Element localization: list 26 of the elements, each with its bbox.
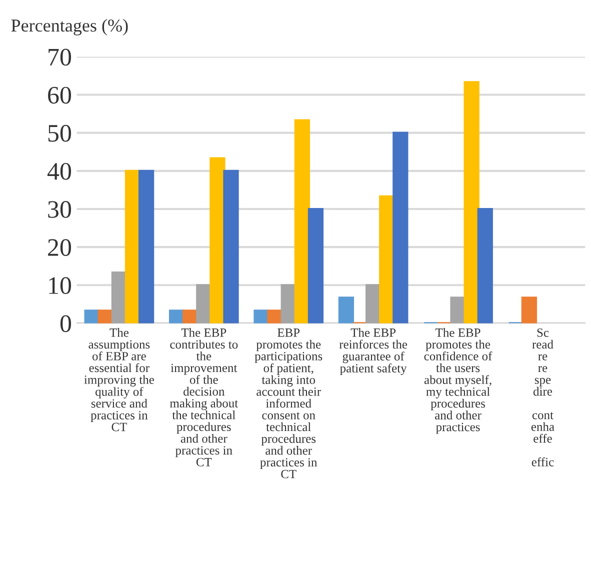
y-tick-label: 10 [49, 277, 72, 294]
bar [308, 208, 324, 324]
y-tick-label: 50 [48, 124, 72, 142]
category-label: The EBP promotes the confidence of the users about myself, my technical procedures and other practices [424, 328, 492, 434]
y-tick-label: 0 [60, 315, 72, 332]
category-label: The EBP contributes to the improvement of the decision making about the technical procedures and other practices in CT [170, 328, 238, 466]
category-label: The assumptions of EBP are essential for improving the quality of service and practices in CT [84, 328, 154, 432]
y-tick-label: 30 [48, 201, 72, 218]
y-tick-label: 40 [47, 162, 72, 180]
y-tick-label: 60 [48, 86, 72, 104]
bar [392, 132, 408, 324]
bar [477, 208, 493, 324]
bar [267, 310, 283, 324]
x-tick-label: The EBP reinforces the guarantee of patient safety [339, 328, 408, 376]
bar [138, 170, 154, 324]
bar [338, 296, 354, 324]
category-label: EBP promotes the participations of patient, taking into account their informed consent on technical procedures and other practices in CT [254, 328, 322, 478]
bar [450, 296, 466, 324]
y-tick-label: 70 [48, 48, 72, 66]
bar [521, 296, 538, 324]
bar [294, 119, 310, 324]
category-label: Sc read re re spe dire cont enha effe effic [531, 328, 554, 466]
y-axis-title: Percentages (%) [11, 18, 128, 36]
bar [223, 170, 239, 324]
y-tick-label: 20 [48, 239, 72, 256]
bar [464, 81, 480, 324]
